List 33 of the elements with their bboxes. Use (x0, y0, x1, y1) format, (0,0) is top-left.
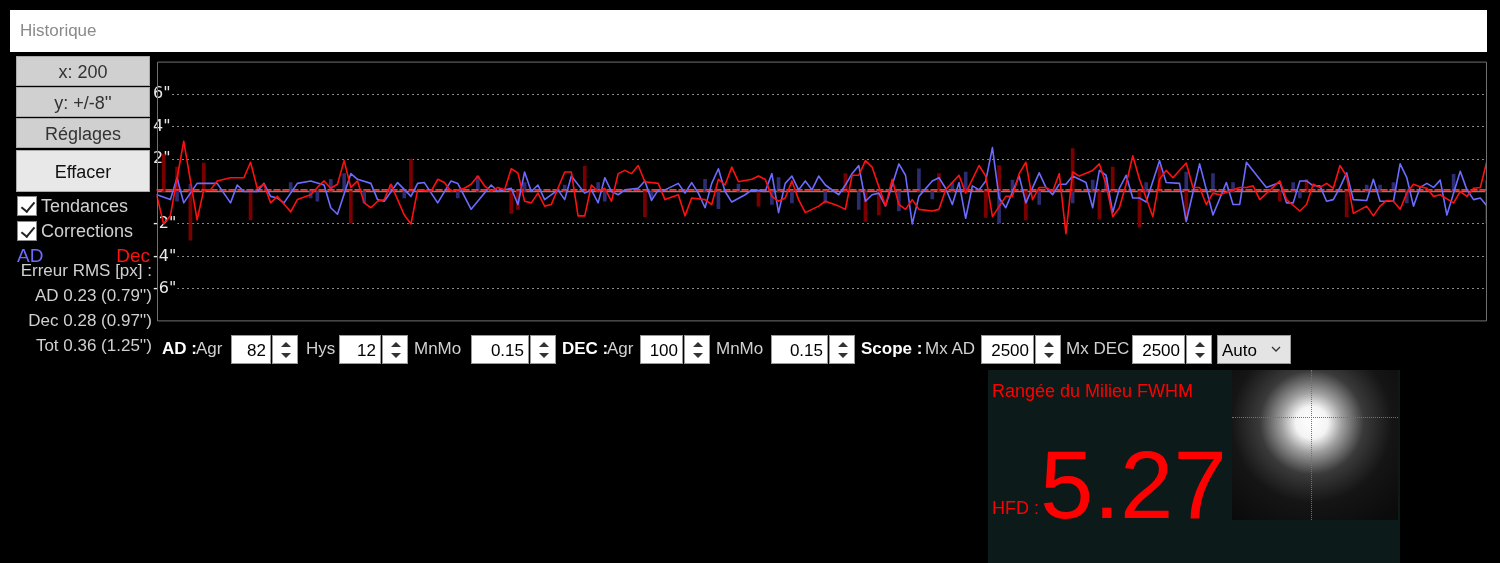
text: Agr (607, 338, 634, 360)
text: x: 200 (16, 56, 150, 86)
text: 2500 (981, 335, 1034, 364)
text: Mx DEC (1066, 338, 1130, 360)
text: Scope : (861, 338, 923, 360)
text: Auto (1217, 335, 1291, 364)
text: 2500 (1132, 335, 1185, 364)
text: Dec 0.28 (0.97'') (28, 310, 152, 332)
text: HFD : (992, 497, 1039, 519)
text: 82 (231, 335, 271, 364)
text: Réglages (16, 118, 150, 148)
text: Erreur RMS [px] : (20, 261, 152, 282)
y-tick-label: -6" (153, 278, 177, 298)
text: Mx AD (925, 338, 976, 360)
text: Corrections (41, 220, 134, 242)
text: Effacer (16, 150, 150, 192)
text: 0.15 (771, 335, 828, 364)
text: Hys (306, 338, 336, 360)
text: Agr (196, 338, 223, 360)
text: Tot 0.36 (1.25'') (35, 335, 152, 357)
text: Tendances (41, 195, 129, 217)
text: 0.15 (471, 335, 529, 364)
text: Rangée du Milieu FWHM (992, 380, 1194, 402)
y-tick-label: -4" (153, 245, 177, 265)
text: AD 0.23 (0.79'') (34, 285, 152, 307)
text: y: +/-8'' (16, 87, 150, 117)
chart-title: Historique (10, 10, 1487, 52)
text: MnMo (716, 338, 764, 360)
text: 5.27 (1040, 430, 1227, 540)
text: 12 (339, 335, 381, 364)
text: MnMo (414, 338, 462, 360)
text: 100 (640, 335, 683, 364)
text: AD : (162, 338, 197, 360)
